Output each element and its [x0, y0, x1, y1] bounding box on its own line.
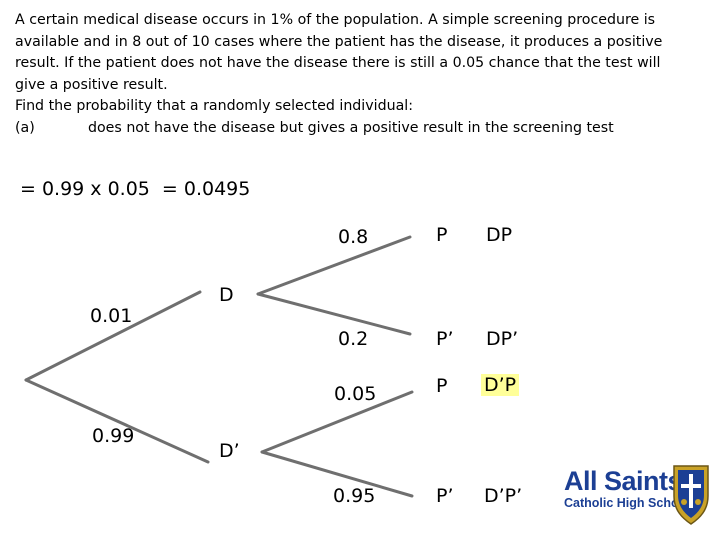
branch-no-disease: [24, 378, 210, 464]
branch-disease-positive: [256, 235, 412, 296]
school-logo: All Saints Catholic High School: [556, 462, 716, 528]
part-text: does not have the disease but gives a po…: [88, 119, 614, 136]
prob-positive-given-no-disease: 0.05: [334, 383, 377, 405]
joint-outcome-dp-prime: DP’: [486, 328, 519, 350]
branch-no-disease-positive: [260, 390, 414, 454]
problem-line: A certain medical disease occurs in 1% o…: [15, 12, 656, 28]
outcome-positive-label: P: [436, 224, 448, 246]
answer-expression: = 0.99 x 0.05: [20, 178, 150, 200]
problem-line: available and in 8 out of 10 cases where…: [15, 33, 663, 50]
prob-disease-label: 0.01: [90, 305, 133, 327]
problem-line: result. If the patient does not have the…: [15, 55, 661, 71]
branch-disease-negative: [256, 292, 412, 336]
prob-negative-given-no-disease: 0.95: [333, 485, 376, 507]
joint-outcome-d-prime-p-highlighted: D’P: [481, 374, 520, 396]
answer-result: = 0.0495: [161, 178, 251, 200]
part-label: (a): [15, 119, 35, 136]
question-part-a: (a) does not have the disease but gives a…: [15, 118, 715, 140]
problem-statement: A certain medical disease occurs in 1% o…: [15, 10, 715, 139]
joint-outcome-dp: DP: [486, 224, 513, 246]
problem-line: give a positive result.: [15, 76, 168, 93]
joint-outcome-d-prime-p-prime: D’P’: [484, 485, 523, 507]
answer-working: = 0.99 x 0.05 = 0.0495: [20, 178, 250, 200]
node-no-disease-label: D’: [219, 440, 240, 462]
branch-disease: [24, 290, 202, 382]
problem-line: Find the probability that a randomly sel…: [15, 98, 414, 114]
branch-no-disease-negative: [260, 450, 414, 498]
prob-no-disease-label: 0.99: [92, 425, 135, 447]
logo-name: All Saints: [564, 466, 683, 496]
school-crest-icon: [673, 465, 709, 525]
outcome-negative-label: P’: [436, 328, 454, 350]
node-disease-label: D: [219, 284, 234, 306]
outcome-positive-label: P: [436, 375, 448, 397]
logo-subtitle: Catholic High School: [564, 496, 690, 510]
prob-positive-given-disease: 0.8: [338, 226, 369, 248]
prob-negative-given-disease: 0.2: [338, 328, 369, 350]
outcome-negative-label: P’: [436, 485, 454, 507]
